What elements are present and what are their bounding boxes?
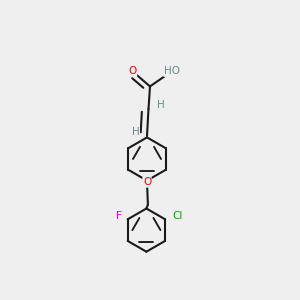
Text: O: O bbox=[143, 177, 151, 187]
Text: F: F bbox=[116, 211, 122, 221]
Text: O: O bbox=[128, 66, 137, 76]
Text: Cl: Cl bbox=[172, 211, 183, 221]
Text: H: H bbox=[157, 100, 164, 110]
Text: H: H bbox=[132, 127, 140, 137]
Text: HO: HO bbox=[164, 66, 180, 76]
